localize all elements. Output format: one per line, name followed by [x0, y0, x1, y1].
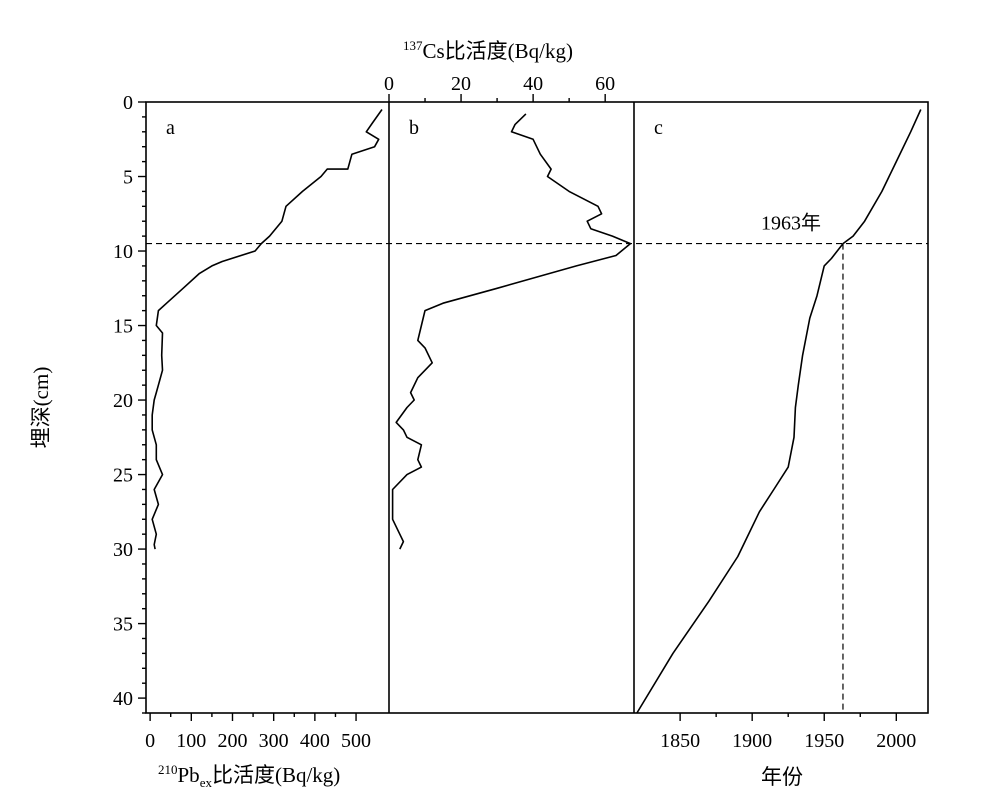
y-tick-label: 10 — [113, 241, 133, 263]
x-axis-title-b-sup: 137 — [403, 38, 423, 53]
x-tick-label-panel-c: 1850 — [660, 730, 700, 752]
y-tick-label: 30 — [113, 539, 133, 561]
plot-frames — [145, 101, 929, 714]
series-line-panel-c — [636, 109, 922, 714]
x-tick-label-panel-b: 0 — [384, 73, 394, 95]
x-tick-label-panel-a: 200 — [217, 730, 247, 752]
y-tick-label: 0 — [123, 92, 133, 114]
labels: 埋深(cm) 1963年 a b c 210Pbex比活度(Bq/kg) 137Cs比活度(… — [29, 38, 821, 790]
x-axis-title-b: 137Cs比活度(Bq/kg) — [403, 38, 573, 63]
x-tick-label-panel-c: 1900 — [732, 730, 772, 752]
reference-lines — [146, 242, 928, 713]
x-axes: 0 100 200 300 400 500 0 20 40 60 1850 1900 1950 2000 — [145, 73, 916, 752]
x-tick-label-panel-b: 20 — [451, 73, 471, 95]
y-tick-label: 5 — [123, 167, 133, 189]
x-tick-label-panel-b: 40 — [523, 73, 543, 95]
series-line-panel-a — [151, 109, 383, 550]
x-axis-title-a: 210Pbex比活度(Bq/kg) — [158, 762, 340, 790]
reference-year-annotation: 1963年 — [761, 212, 821, 235]
y-tick-label: 15 — [113, 316, 133, 338]
x-axis-title-a-sup: 210 — [158, 762, 178, 777]
y-axis-title: 埋深(cm) — [29, 367, 53, 449]
y-tick-label: 20 — [113, 390, 133, 412]
panel-letter-c: c — [654, 117, 663, 139]
x-tick-label-panel-c: 1950 — [804, 730, 844, 752]
x-tick-label-panel-b: 60 — [595, 73, 615, 95]
plot-frame — [145, 101, 929, 714]
x-axis-title-a-main: Pb — [178, 763, 200, 787]
x-tick-label-panel-a: 0 — [145, 730, 155, 752]
panel-letter-b: b — [409, 117, 419, 139]
y-tick-label: 40 — [113, 688, 133, 710]
x-axis-title-c: 年份 — [761, 765, 803, 789]
depth-axis: 0 5 10 15 20 25 30 35 40 — [113, 92, 146, 714]
panel-letter-a: a — [166, 117, 175, 139]
y-tick-label: 25 — [113, 465, 133, 487]
data-series — [151, 109, 922, 714]
x-axis-title-a-rest: 比活度(Bq/kg) — [212, 763, 340, 787]
x-axis-title-b-main: Cs比活度(Bq/kg) — [423, 39, 574, 63]
x-tick-label-panel-a: 400 — [300, 730, 330, 752]
x-axis-title-a-sub: ex — [200, 775, 213, 790]
x-tick-label-panel-a: 100 — [176, 730, 206, 752]
y-tick-label: 35 — [113, 614, 133, 636]
x-tick-label-panel-a: 500 — [341, 730, 371, 752]
x-tick-label-panel-a: 300 — [259, 730, 289, 752]
x-tick-label-panel-c: 2000 — [876, 730, 916, 752]
series-line-panel-b — [391, 113, 632, 550]
